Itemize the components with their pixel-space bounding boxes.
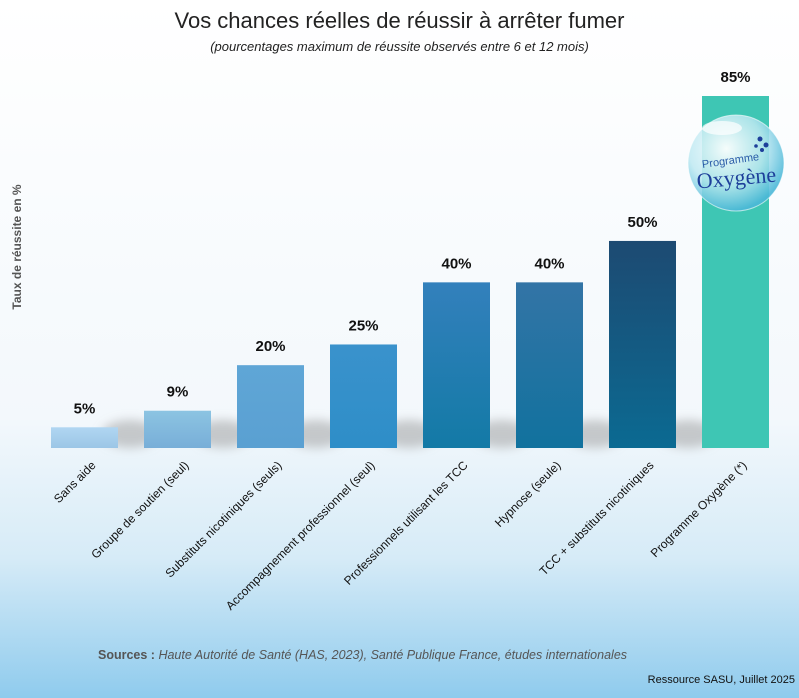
data-label: 50% [627,214,657,231]
bar-6 [516,282,583,448]
bar-1 [51,427,118,448]
category-label: Sans aide [51,458,99,506]
bar-4 [330,344,397,448]
sources-label: Sources : [98,648,155,662]
bar-3 [237,365,304,448]
sources-note: Sources : Haute Autorité de Santé (HAS, … [98,648,627,662]
bar-5 [423,282,490,448]
data-label: 20% [255,338,285,355]
chart-subtitle: (pourcentages maximum de réussite observ… [210,39,589,54]
data-label: 85% [720,69,750,86]
category-label: Hypnose (seule) [492,458,564,530]
bar-2 [144,410,211,448]
credit: Ressource SASU, Juillet 2025 [647,674,795,686]
sources-text: Haute Autorité de Santé (HAS, 2023), San… [154,648,628,662]
bar-7 [609,240,676,448]
chart-title: Vos chances réelles de réussir à arrêter… [174,8,625,33]
category-label: Accompagnement professionnel (seul) [223,458,378,613]
data-label: 9% [167,384,189,401]
data-label: 25% [348,317,378,334]
category-label: Programme Oxygène (*) [648,458,750,560]
data-label: 40% [534,255,564,272]
category-label: Groupe de soutien (seul) [88,458,191,561]
data-label: 5% [74,400,96,417]
data-label: 40% [441,255,471,272]
